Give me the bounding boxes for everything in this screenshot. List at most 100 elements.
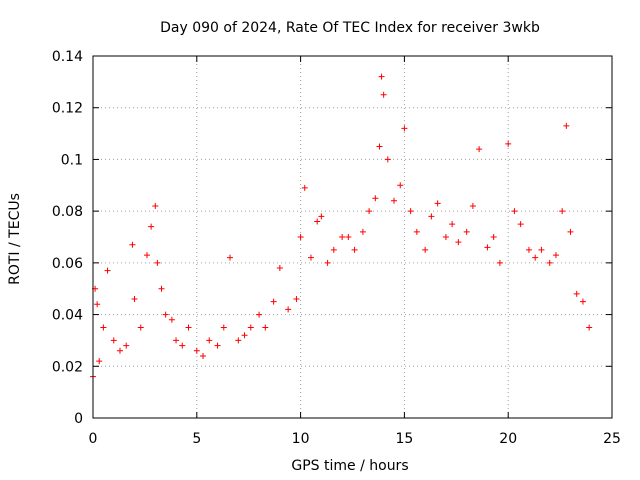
data-point — [293, 296, 300, 303]
data-point — [285, 306, 292, 313]
data-point — [123, 342, 130, 349]
data-point — [484, 244, 491, 251]
y-tick-label: 0.08 — [52, 204, 83, 220]
data-point — [297, 234, 304, 240]
data-point — [276, 265, 283, 272]
data-point — [378, 73, 385, 80]
data-point — [476, 146, 483, 153]
data-point — [235, 337, 242, 344]
x-tick-label: 0 — [89, 431, 98, 447]
y-axis-label: ROTI / TECUs — [7, 193, 23, 285]
y-tick-label: 0.06 — [52, 256, 83, 272]
data-point — [104, 267, 111, 274]
data-point — [247, 324, 254, 331]
data-point — [442, 234, 449, 240]
x-tick-label: 25 — [603, 431, 621, 447]
data-point — [330, 246, 337, 253]
data-point — [380, 91, 387, 98]
data-point — [143, 252, 150, 259]
data-point — [158, 285, 165, 292]
data-point — [428, 213, 435, 220]
x-axis-label: GPS time / hours — [291, 458, 408, 474]
data-point — [538, 246, 545, 253]
data-point — [397, 182, 404, 189]
data-point — [505, 140, 512, 147]
data-point — [256, 311, 263, 318]
data-point — [154, 259, 161, 266]
data-point — [152, 202, 159, 209]
data-point — [307, 254, 314, 261]
data-point — [351, 246, 358, 253]
data-point — [449, 221, 456, 228]
data-point — [490, 234, 497, 240]
x-tick-label: 15 — [395, 431, 413, 447]
data-point — [511, 208, 518, 215]
y-tick-label: 0.02 — [52, 359, 83, 375]
x-tick-label: 20 — [499, 431, 517, 447]
data-point — [401, 125, 408, 132]
y-tick-label: 0 — [74, 411, 83, 427]
data-point — [214, 342, 221, 349]
data-point — [137, 324, 144, 331]
y-tick-label: 0.12 — [52, 101, 83, 117]
data-point — [376, 143, 383, 150]
data-point — [100, 324, 107, 331]
data-point — [407, 208, 414, 215]
data-point — [301, 184, 308, 191]
data-point — [384, 156, 391, 163]
y-tick-label: 0.04 — [52, 308, 83, 324]
data-point — [525, 246, 532, 253]
data-points — [90, 73, 593, 380]
data-point — [366, 208, 373, 215]
data-point — [586, 324, 593, 331]
data-point — [318, 213, 325, 220]
data-point — [552, 252, 559, 259]
data-point — [391, 197, 398, 204]
data-point — [455, 239, 462, 246]
data-point — [567, 228, 574, 235]
data-point — [96, 358, 103, 365]
data-point — [110, 337, 117, 344]
data-point — [579, 298, 586, 305]
data-point — [413, 228, 420, 235]
data-point — [469, 202, 476, 209]
data-point — [517, 221, 524, 228]
data-point — [532, 254, 539, 261]
y-tick-label: 0.1 — [61, 152, 83, 168]
data-point — [496, 259, 503, 266]
data-point — [179, 342, 186, 349]
data-point — [270, 298, 277, 305]
data-point — [359, 228, 366, 235]
data-point — [372, 195, 379, 202]
data-point — [129, 241, 136, 248]
data-point — [345, 234, 352, 240]
data-point — [193, 347, 200, 354]
tick-labels: 0 5 10 15 20 25 0 0.02 0.04 0.06 0.08 0.1 0.12 0.14 — [52, 49, 621, 447]
data-point — [559, 208, 566, 215]
data-point — [573, 290, 580, 297]
data-point — [227, 254, 234, 261]
data-point — [546, 259, 553, 266]
data-point — [185, 324, 192, 331]
data-point — [339, 234, 346, 240]
data-point — [162, 311, 169, 318]
data-point — [200, 352, 207, 359]
data-point — [220, 324, 227, 331]
data-point — [463, 228, 470, 235]
data-point — [173, 337, 180, 344]
axis-ticks — [92, 55, 613, 419]
x-tick-label: 5 — [192, 431, 201, 447]
data-point — [148, 223, 155, 230]
data-point — [314, 218, 321, 225]
y-tick-label: 0.14 — [52, 49, 83, 65]
data-point — [94, 301, 101, 308]
plot-frame — [92, 55, 613, 419]
data-point — [324, 259, 331, 266]
data-point — [262, 324, 269, 331]
chart-title: Day 090 of 2024, Rate Of TEC Index for r… — [160, 20, 540, 36]
data-point — [206, 337, 213, 344]
x-tick-label: 10 — [292, 431, 310, 447]
data-point — [563, 122, 570, 129]
